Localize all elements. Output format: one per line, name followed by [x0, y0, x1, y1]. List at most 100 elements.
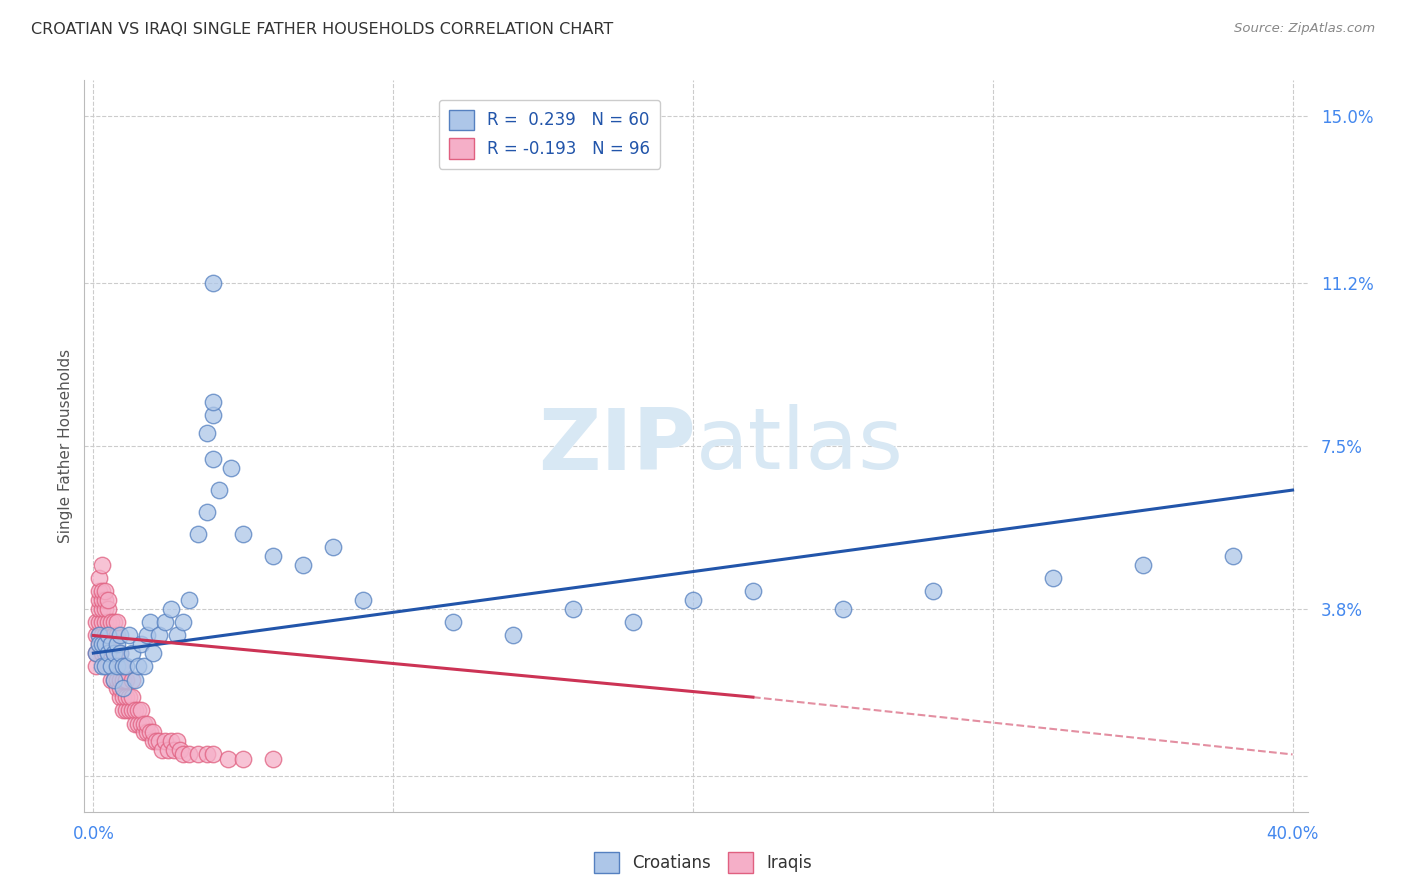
Point [502, 628, 524, 642]
Point [97, 628, 120, 642]
Text: atlas: atlas [696, 404, 904, 488]
Point [127, 659, 149, 673]
Point [89, 637, 111, 651]
Point [118, 703, 141, 717]
Point [91, 659, 114, 673]
Point [94, 637, 117, 651]
Point [166, 628, 188, 642]
Point [157, 743, 180, 757]
Point [91, 637, 114, 651]
Point [94, 615, 117, 630]
Point [91, 558, 114, 572]
Point [97, 593, 120, 607]
Point [195, 425, 218, 440]
Point [155, 615, 177, 630]
Point [134, 716, 156, 731]
Point [232, 752, 254, 766]
Point [441, 615, 464, 630]
Point [105, 659, 128, 673]
Point [86, 659, 108, 673]
Point [202, 408, 225, 422]
Point [103, 673, 125, 687]
Point [97, 646, 120, 660]
Point [352, 593, 374, 607]
Y-axis label: Single Father Households: Single Father Households [58, 349, 73, 543]
Point [202, 747, 225, 762]
Point [89, 593, 111, 607]
Text: Source: ZipAtlas.com: Source: ZipAtlas.com [1234, 22, 1375, 36]
Point [110, 646, 132, 660]
Point [103, 646, 125, 660]
Point [124, 703, 146, 717]
Point [112, 690, 135, 705]
Point [202, 276, 225, 290]
Point [94, 584, 117, 599]
Point [89, 637, 111, 651]
Point [89, 628, 111, 642]
Point [94, 637, 117, 651]
Point [172, 747, 194, 762]
Point [100, 637, 122, 651]
Point [831, 602, 853, 616]
Point [100, 615, 122, 630]
Point [91, 584, 114, 599]
Point [121, 646, 143, 660]
Point [145, 734, 167, 748]
Point [131, 716, 153, 731]
Point [103, 659, 125, 673]
Point [112, 681, 135, 696]
Point [86, 646, 108, 660]
Point [562, 602, 585, 616]
Point [112, 673, 135, 687]
Legend: R =  0.239   N = 60, R = -0.193   N = 96: R = 0.239 N = 60, R = -0.193 N = 96 [439, 100, 659, 169]
Point [110, 690, 132, 705]
Point [124, 673, 146, 687]
Point [1222, 549, 1244, 563]
Point [127, 716, 149, 731]
Point [202, 395, 225, 409]
Point [202, 452, 225, 467]
Point [112, 659, 135, 673]
Point [187, 527, 209, 541]
Point [110, 659, 132, 673]
Point [91, 646, 114, 660]
Point [91, 593, 114, 607]
Point [172, 615, 194, 630]
Point [155, 734, 177, 748]
Point [127, 703, 149, 717]
Point [136, 628, 159, 642]
Point [110, 628, 132, 642]
Point [100, 659, 122, 673]
Point [621, 615, 644, 630]
Point [232, 527, 254, 541]
Point [136, 725, 159, 739]
Point [97, 602, 120, 616]
Point [91, 602, 114, 616]
Point [139, 615, 162, 630]
Point [89, 602, 111, 616]
Point [89, 615, 111, 630]
Point [169, 743, 191, 757]
Point [115, 690, 138, 705]
Point [105, 628, 128, 642]
Point [86, 628, 108, 642]
Point [103, 673, 125, 687]
Point [110, 681, 132, 696]
Point [142, 646, 165, 660]
Point [166, 734, 188, 748]
Point [105, 673, 128, 687]
Point [100, 637, 122, 651]
Text: CROATIAN VS IRAQI SINGLE FATHER HOUSEHOLDS CORRELATION CHART: CROATIAN VS IRAQI SINGLE FATHER HOUSEHOL… [31, 22, 613, 37]
Point [322, 541, 344, 555]
Point [262, 752, 284, 766]
Point [121, 673, 143, 687]
Point [100, 659, 122, 673]
Point [131, 637, 153, 651]
Legend: Croatians, Iraqis: Croatians, Iraqis [588, 846, 818, 880]
Point [134, 659, 156, 673]
Point [105, 637, 128, 651]
Point [103, 615, 125, 630]
Point [921, 584, 943, 599]
Point [121, 703, 143, 717]
Point [136, 716, 159, 731]
